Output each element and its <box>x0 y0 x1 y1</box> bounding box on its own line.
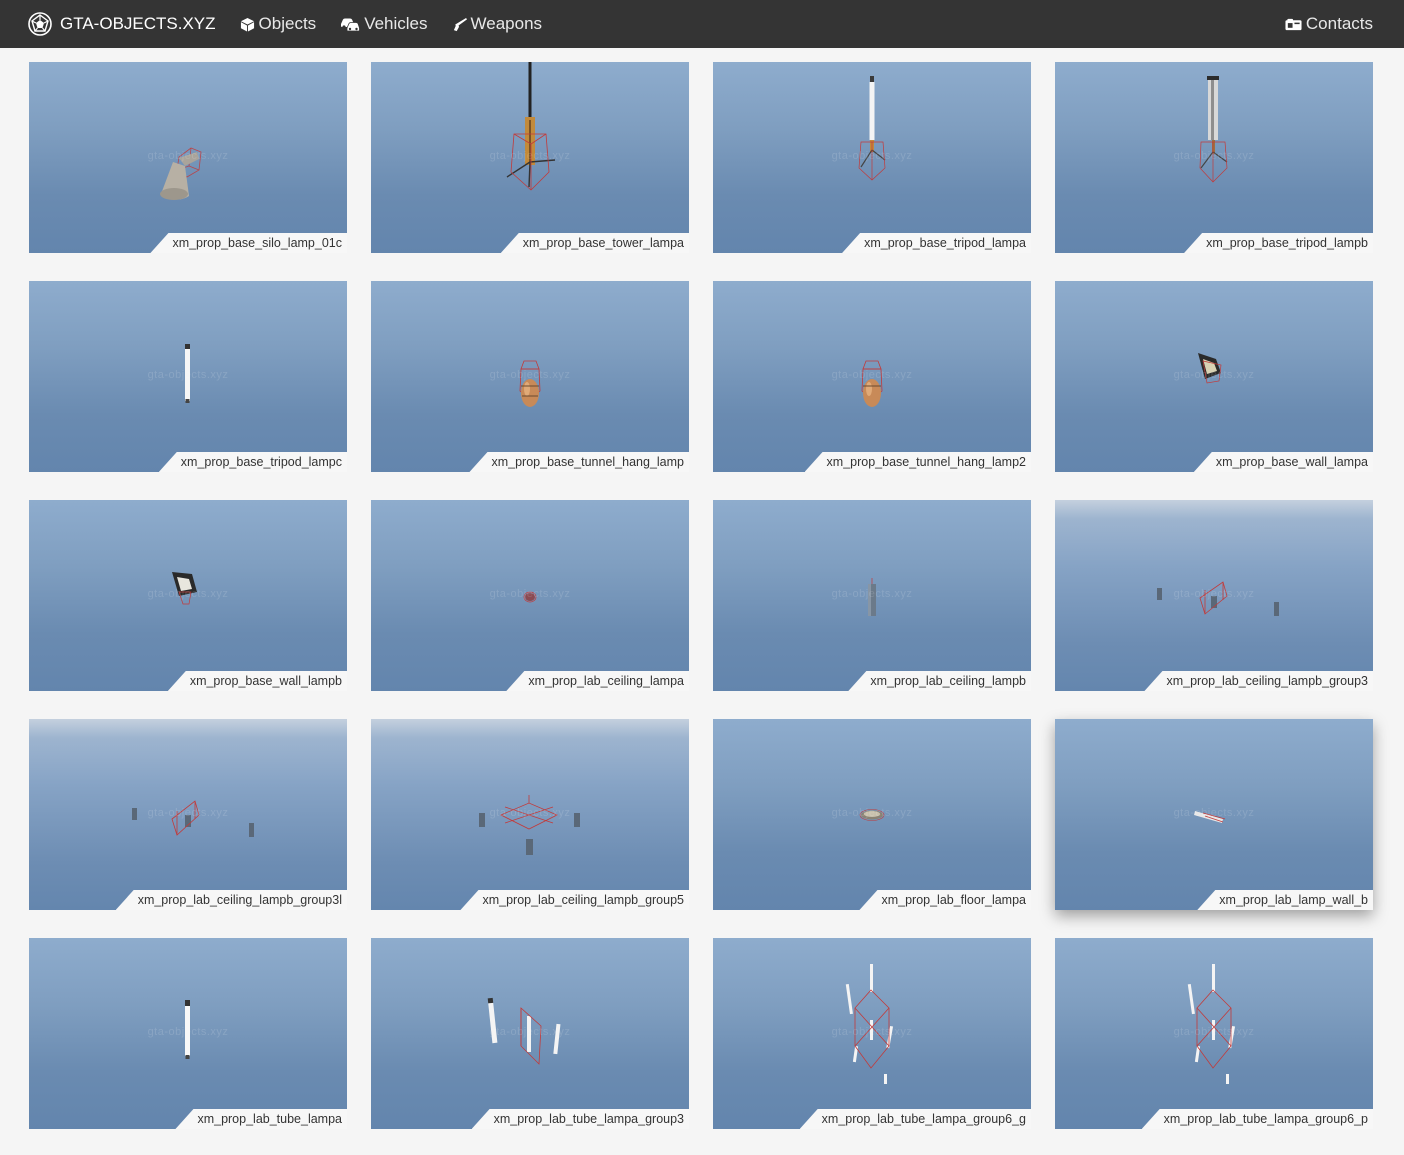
mail-icon <box>1285 18 1302 30</box>
nav-vehicles-label: Vehicles <box>364 14 428 33</box>
object-card[interactable]: gta-objects.xyz xm_prop_base_tripod_lamp… <box>713 62 1031 253</box>
object-preview <box>1187 964 1236 1084</box>
object-preview <box>858 76 886 181</box>
object-name: xm_prop_base_tower_lampa <box>500 233 689 253</box>
watermark: gta-objects.xyz <box>489 588 571 600</box>
object-preview <box>487 997 561 1065</box>
watermark: gta-objects.xyz <box>831 588 913 600</box>
object-card[interactable]: gta-objects.xyz xm_prop_lab_tube_lampa_g… <box>1055 938 1373 1129</box>
object-preview <box>519 360 541 407</box>
object-card[interactable]: gta-objects.xyz xm_prop_lab_ceiling_lamp… <box>371 719 689 910</box>
object-name: xm_prop_lab_lamp_wall_b <box>1197 890 1373 910</box>
watermark: gta-objects.xyz <box>831 807 913 819</box>
watermark: gta-objects.xyz <box>1173 369 1255 381</box>
watermark: gta-objects.xyz <box>1173 1026 1255 1038</box>
object-card[interactable]: gta-objects.xyz xm_prop_base_tripod_lamp… <box>29 281 347 472</box>
object-card[interactable]: gta-objects.xyz xm_prop_lab_ceiling_lamp… <box>371 500 689 691</box>
object-card[interactable]: gta-objects.xyz xm_prop_base_tunnel_hang… <box>713 281 1031 472</box>
object-card[interactable]: gta-objects.xyz xm_prop_base_wall_lampa <box>1055 281 1373 472</box>
object-preview <box>185 344 190 403</box>
object-name: xm_prop_base_wall_lampb <box>167 671 347 691</box>
object-card[interactable]: gta-objects.xyz xm_prop_lab_tube_lampa_g… <box>371 938 689 1129</box>
top-navbar: GTA-OBJECTS.XYZ Objects Vehicles Weapons <box>0 0 1404 48</box>
object-name: xm_prop_lab_floor_lampa <box>859 890 1031 910</box>
object-preview <box>172 572 197 605</box>
object-preview <box>1199 76 1228 183</box>
watermark: gta-objects.xyz <box>1173 588 1255 600</box>
object-preview <box>132 800 254 837</box>
watermark: gta-objects.xyz <box>147 588 229 600</box>
object-preview <box>1198 353 1222 384</box>
object-name: xm_prop_base_silo_lamp_01c <box>150 233 347 253</box>
cube-icon <box>240 17 254 32</box>
nav-weapons-label: Weapons <box>470 14 543 33</box>
object-name: xm_prop_base_tunnel_hang_lamp2 <box>804 452 1031 472</box>
nav-contacts-link[interactable]: Contacts <box>1285 14 1373 34</box>
watermark: gta-objects.xyz <box>489 369 571 381</box>
object-card[interactable]: gta-objects.xyz xm_prop_lab_lamp_wall_b <box>1055 719 1373 910</box>
watermark: gta-objects.xyz <box>831 369 913 381</box>
object-card[interactable]: gta-objects.xyz xm_prop_base_tripod_lamp… <box>1055 62 1373 253</box>
watermark: gta-objects.xyz <box>147 150 229 162</box>
object-name: xm_prop_lab_ceiling_lampb_group3l <box>115 890 347 910</box>
object-card[interactable]: gta-objects.xyz xm_prop_lab_ceiling_lamp… <box>713 500 1031 691</box>
object-preview <box>160 147 202 200</box>
object-name: xm_prop_lab_tube_lampa <box>175 1109 347 1129</box>
object-card[interactable]: gta-objects.xyz xm_prop_lab_ceiling_lamp… <box>29 719 347 910</box>
nav-contacts-label: Contacts <box>1305 14 1373 33</box>
object-name: xm_prop_lab_ceiling_lampa <box>506 671 689 691</box>
object-name: xm_prop_lab_tube_lampa_group3 <box>471 1109 689 1129</box>
object-card[interactable]: gta-objects.xyz xm_prop_lab_floor_lampa <box>713 719 1031 910</box>
watermark: gta-objects.xyz <box>1173 807 1255 819</box>
object-preview <box>479 795 580 855</box>
logo-icon <box>28 12 52 36</box>
object-preview <box>868 578 876 616</box>
object-name: xm_prop_base_tripod_lampc <box>158 452 347 472</box>
object-card[interactable]: gta-objects.xyz xm_prop_base_silo_lamp_0… <box>29 62 347 253</box>
watermark: gta-objects.xyz <box>147 369 229 381</box>
object-preview <box>1157 581 1279 616</box>
object-name: xm_prop_base_wall_lampa <box>1193 452 1373 472</box>
object-preview <box>185 1000 190 1059</box>
object-card[interactable]: gta-objects.xyz xm_prop_base_tunnel_hang… <box>371 281 689 472</box>
object-preview <box>845 964 894 1084</box>
cars-icon <box>341 18 361 31</box>
pistol-icon <box>453 17 467 31</box>
object-card[interactable]: gta-objects.xyz xm_prop_base_wall_lampb <box>29 500 347 691</box>
object-card[interactable]: gta-objects.xyz xm_prop_lab_ceiling_lamp… <box>1055 500 1373 691</box>
brand-link[interactable]: GTA-OBJECTS.XYZ <box>28 12 216 36</box>
nav-vehicles-link[interactable]: Vehicles <box>340 14 428 34</box>
nav-objects-link[interactable]: Objects <box>240 14 317 34</box>
watermark: gta-objects.xyz <box>489 150 571 162</box>
object-preview <box>859 809 885 821</box>
object-name: xm_prop_lab_ceiling_lampb_group3 <box>1144 671 1373 691</box>
object-card[interactable]: gta-objects.xyz xm_prop_lab_tube_lampa_g… <box>713 938 1031 1129</box>
object-name: xm_prop_base_tunnel_hang_lamp <box>469 452 689 472</box>
object-preview <box>1194 811 1226 823</box>
object-grid: gta-objects.xyz xm_prop_base_silo_lamp_0… <box>29 62 1373 1129</box>
object-name: xm_prop_lab_ceiling_lampb <box>848 671 1031 691</box>
object-name: xm_prop_base_tripod_lampb <box>1184 233 1373 253</box>
watermark: gta-objects.xyz <box>489 807 571 819</box>
object-name: xm_prop_lab_tube_lampa_group6_g <box>799 1109 1031 1129</box>
watermark: gta-objects.xyz <box>147 1026 229 1038</box>
watermark: gta-objects.xyz <box>489 1026 571 1038</box>
object-name: xm_prop_lab_ceiling_lampb_group5 <box>460 890 689 910</box>
watermark: gta-objects.xyz <box>1173 150 1255 162</box>
object-card[interactable]: gta-objects.xyz xm_prop_base_tower_lampa <box>371 62 689 253</box>
object-card[interactable]: gta-objects.xyz xm_prop_lab_tube_lampa <box>29 938 347 1129</box>
nav-weapons-link[interactable]: Weapons <box>452 14 543 34</box>
object-name: xm_prop_base_tripod_lampa <box>842 233 1031 253</box>
watermark: gta-objects.xyz <box>147 807 229 819</box>
object-name: xm_prop_lab_tube_lampa_group6_p <box>1141 1109 1373 1129</box>
object-preview <box>506 62 556 191</box>
object-preview <box>523 591 537 603</box>
watermark: gta-objects.xyz <box>831 150 913 162</box>
nav-objects-label: Objects <box>258 14 317 33</box>
object-preview <box>861 360 883 407</box>
watermark: gta-objects.xyz <box>831 1026 913 1038</box>
brand-text: GTA-OBJECTS.XYZ <box>60 14 216 33</box>
